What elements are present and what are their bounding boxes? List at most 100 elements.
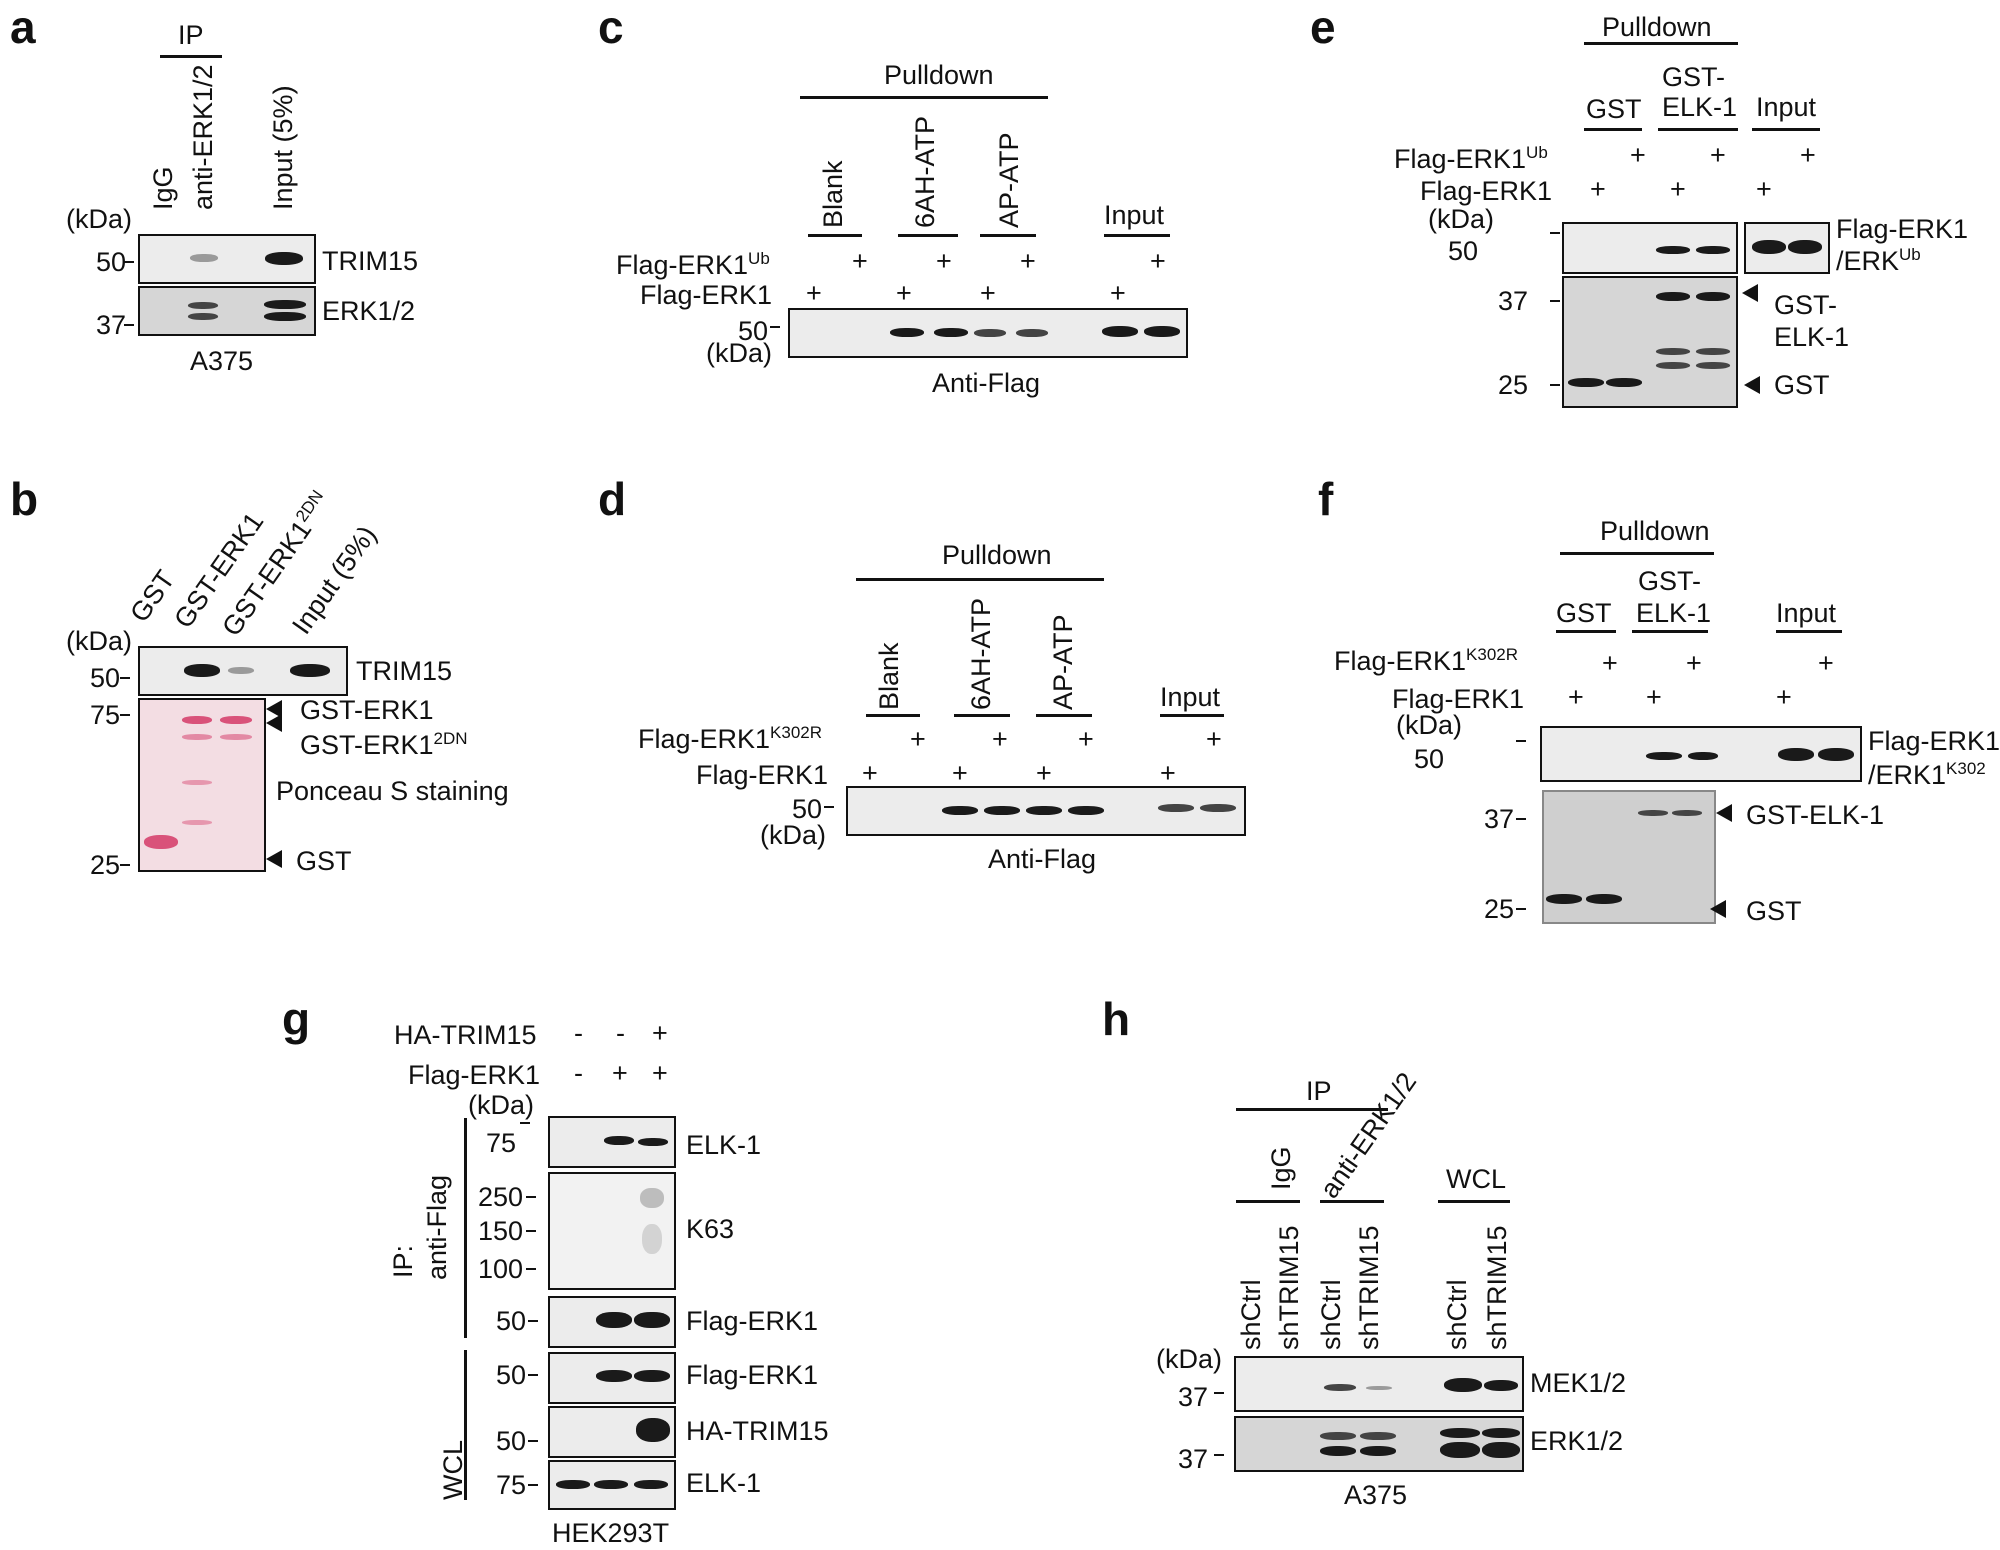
group-label: GST [1586,94,1642,124]
mw-tick [770,326,780,328]
mw-marker: 100 [478,1254,524,1284]
band [182,780,212,785]
band [596,1370,632,1382]
blot-trim15 [138,646,348,696]
blot-anti-flag [846,786,1246,836]
row-label: Flag-ERK1K302R [1334,645,1519,676]
mw-marker: 37 [1484,804,1515,834]
group-label: GST- [1662,62,1726,92]
panel-letter-g: g [282,993,311,1045]
group-label: Input [1104,200,1165,230]
blot-label: K63 [686,1214,735,1244]
plus-sign: + [1756,174,1772,204]
band [265,252,303,265]
blot-flag-erk1 [1540,726,1862,782]
blot-label-trim15: TRIM15 [356,656,453,686]
ip-label: IP: [388,1244,418,1278]
band [220,716,252,724]
lane-label: shTRIM15 [1274,1225,1304,1350]
blot-flag-erk1 [548,1296,676,1348]
lane-label: Input (5%) [268,85,298,210]
lane-label: shCtrl [1316,1279,1346,1350]
mw-tick [1214,1454,1224,1456]
mw-tick [120,714,130,716]
plus-sign: + [1020,246,1036,276]
plus-sign: + [896,278,912,308]
mw-marker: 50 [496,1426,527,1456]
lane-label: IgG [148,166,178,210]
pulldown-bracket [856,578,1104,581]
lane-label: shCtrl [1236,1279,1266,1350]
band [1102,326,1138,337]
group-bracket [1632,630,1708,633]
mw-tick [124,324,134,326]
pulldown-label: Pulldown [942,540,1052,570]
mw-marker: 25 [1484,894,1515,924]
ponceau-label: Ponceau S staining [276,776,509,806]
arrowhead [1716,804,1732,822]
plus-sign: + [936,246,952,276]
group-label: ELK-1 [1636,598,1712,628]
ip-label: anti-Flag [422,1174,452,1280]
blot-gst-stain [1542,790,1716,924]
blot-label: ELK-1 [686,1130,762,1160]
band [596,1312,632,1328]
label-gst: GST [1774,370,1830,400]
cell-line-label: HEK293T [552,1518,670,1548]
plus-sign: + [1630,140,1646,170]
group-label: Input [1756,92,1817,122]
panel-letter-b: b [10,473,39,525]
mw-marker: 75 [486,1128,517,1158]
band [984,806,1020,815]
kda-label: (kDa) [468,1090,534,1120]
panel-letter-h: h [1102,993,1131,1045]
pulldown-label: Pulldown [1602,12,1712,42]
plus-sign: + [1602,648,1618,678]
band [634,1480,668,1489]
lane-label: shCtrl [1442,1279,1472,1350]
row-label: Flag-ERK1 [640,280,773,310]
band [264,312,306,321]
band [1440,1442,1480,1458]
kda-label: (kDa) [66,204,132,234]
blot-label: Flag-ERK1 [686,1306,819,1336]
band [1688,752,1718,760]
label-gst-elk1: GST-ELK-1 [1746,800,1885,830]
label-gst-erk1: GST-ERK1 [300,695,434,725]
mw-marker: 50 [96,247,127,277]
band [1440,1428,1480,1438]
label-flag-erk1: Flag-ERK1 [1836,214,1969,244]
band [1366,1386,1392,1390]
mw-marker: 75 [90,700,121,730]
mw-marker: 50 [738,316,769,346]
mw-marker: 50 [1414,744,1445,774]
band [1360,1446,1396,1456]
plus-sign: + [992,724,1008,754]
row-label: Flag-ERK1 [696,760,829,790]
band [144,835,178,849]
group-bracket [1658,128,1738,131]
row-label: HA-TRIM15 [394,1020,537,1050]
label-flag-erk1: Flag-ERK1 [1868,726,2000,756]
blot-anti-flag [788,308,1188,358]
band [1656,348,1690,355]
band [1320,1446,1356,1456]
cell-line-label: A375 [190,346,254,376]
plus-sign: + [1036,758,1052,788]
mw-tick [520,1122,530,1124]
band [1158,804,1194,812]
mw-tick [120,677,130,679]
mw-marker: 25 [1498,370,1529,400]
row-label: Flag-ERK1 [1392,684,1525,714]
ip-bracket [464,1118,467,1338]
band [1482,1428,1520,1438]
group-label: anti-ERK1/2 [1314,1067,1423,1204]
mw-marker: 50 [792,794,823,824]
mw-tick [1214,1392,1224,1394]
band [1638,810,1668,816]
mw-marker: 50 [496,1360,527,1390]
plus-sign: + [1590,174,1606,204]
group-bracket [1776,630,1842,633]
group-bracket [1036,714,1092,717]
blot-flag-erk1 [1562,222,1738,274]
